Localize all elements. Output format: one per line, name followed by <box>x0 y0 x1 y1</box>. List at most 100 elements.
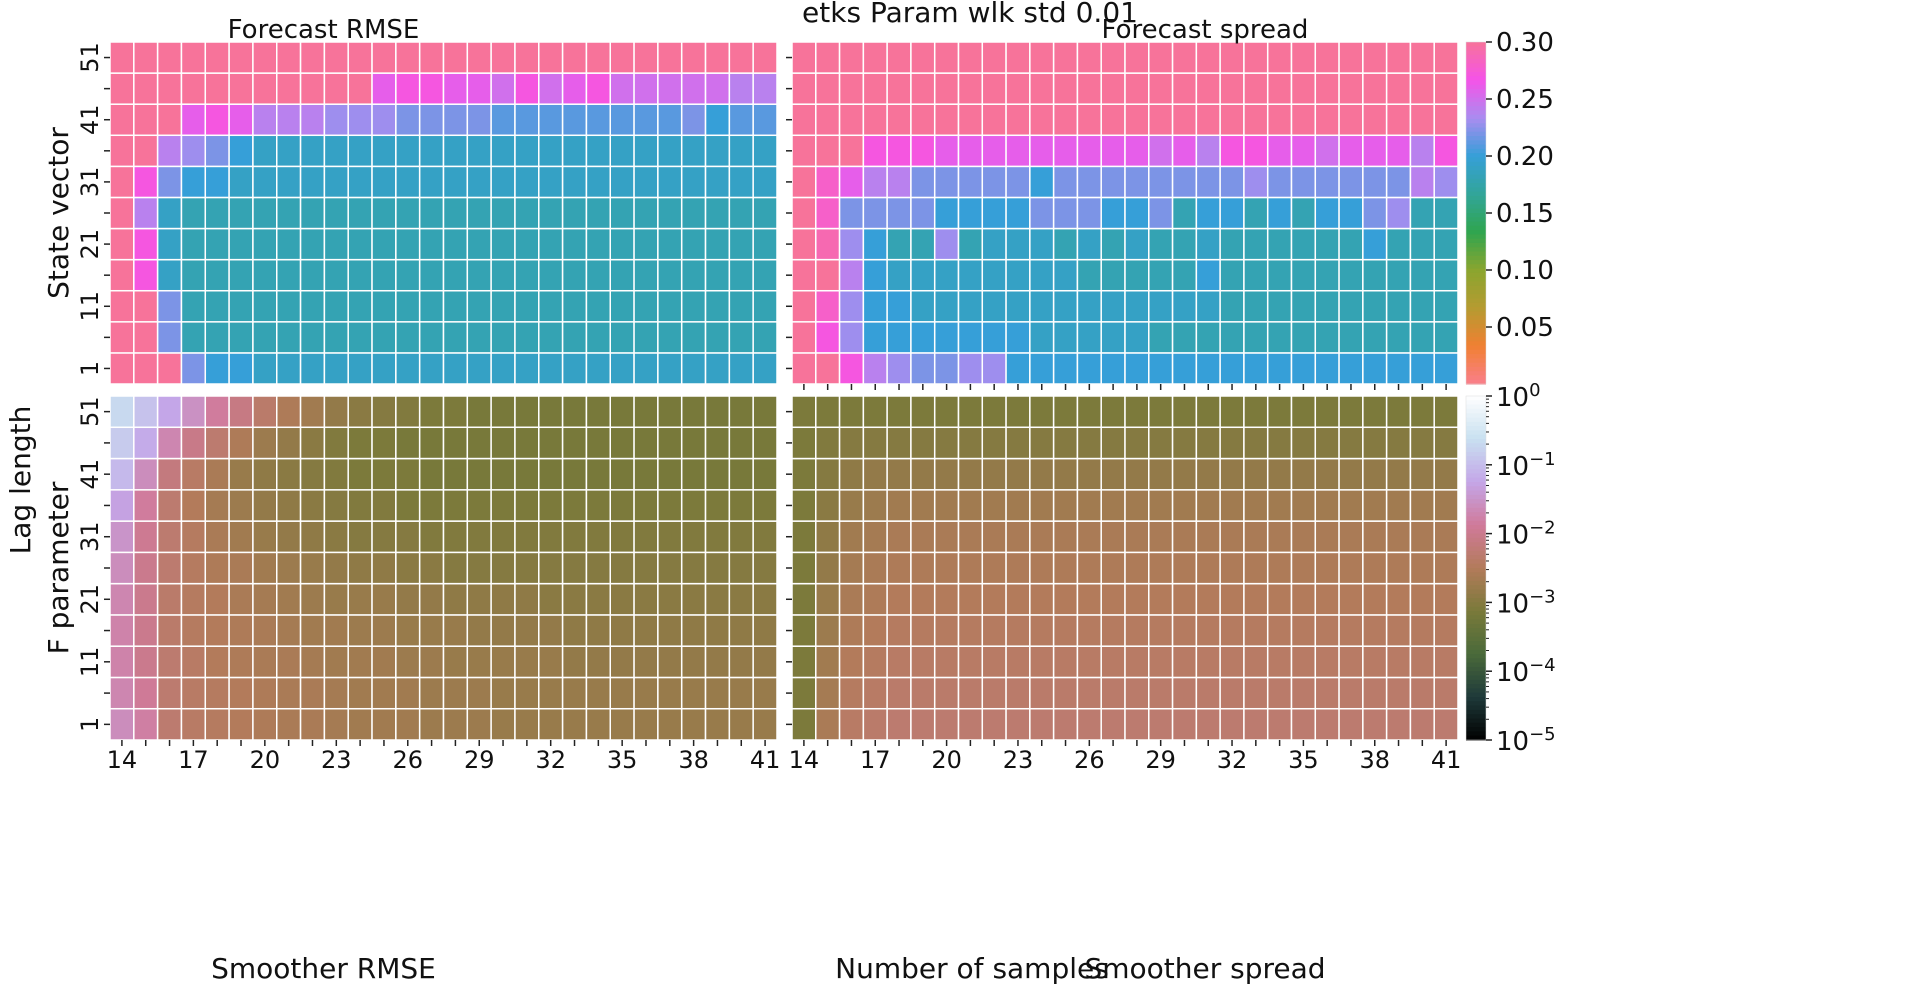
heatmap-cell <box>1409 457 1435 491</box>
heatmap-cell <box>1195 676 1221 710</box>
heatmap-cell <box>418 289 445 323</box>
heatmap-cell <box>609 614 635 647</box>
heatmap-cell <box>1219 457 1245 491</box>
heatmap-cell <box>815 676 841 710</box>
heatmap-cell <box>418 457 445 491</box>
heatmap-cell <box>252 72 278 105</box>
heatmap-cell <box>1243 426 1269 460</box>
heatmap-cell <box>1148 551 1174 585</box>
heatmap-cell <box>514 645 540 679</box>
heatmap-cell <box>838 321 865 354</box>
heatmap-cell <box>1005 103 1031 137</box>
colorbar-segment <box>1466 477 1486 483</box>
heatmap-cell <box>1266 165 1293 199</box>
heatmap-cell <box>1362 676 1388 710</box>
x-tick-label: 38 <box>1359 746 1390 774</box>
heatmap-cell <box>561 103 588 137</box>
heatmap-cell <box>561 676 588 710</box>
heatmap-cell <box>957 457 984 491</box>
heatmap-cell <box>728 457 754 491</box>
heatmap-cell <box>838 196 865 230</box>
heatmap-cell <box>538 645 564 679</box>
heatmap-cell <box>538 321 564 354</box>
heatmap-cell <box>791 614 817 647</box>
heatmap-cell <box>1052 551 1079 585</box>
heatmap-cell <box>633 196 659 230</box>
colorbar-segment <box>1466 542 1486 548</box>
colorbar-segment <box>1466 580 1486 586</box>
heatmap-cell <box>109 551 135 585</box>
heatmap-cell <box>156 582 183 616</box>
colorbar-segment <box>1466 84 1486 90</box>
heatmap-cell <box>910 41 936 74</box>
heatmap-cell <box>299 551 326 585</box>
heatmap-cell <box>886 165 912 199</box>
heatmap-cell <box>514 614 540 647</box>
heatmap-cell <box>910 426 936 460</box>
heatmap-cell <box>1243 489 1269 522</box>
heatmap-cell <box>1385 489 1412 522</box>
heatmap-cell <box>933 676 960 710</box>
heatmap-cell <box>815 165 841 199</box>
heatmap-cell <box>1076 258 1102 292</box>
heatmap-cell <box>1195 227 1221 261</box>
heatmap-cell <box>791 457 817 491</box>
heatmap-cell <box>490 645 516 679</box>
heatmap-cell <box>252 707 278 741</box>
heatmap-cell <box>514 489 540 522</box>
y-tick-label: 11 <box>76 291 104 322</box>
heatmap-cell <box>752 489 778 522</box>
heatmap-cell <box>156 41 183 74</box>
heatmap-cell <box>561 134 588 168</box>
x-tick-label: 41 <box>1431 746 1462 774</box>
heatmap-cell <box>1433 134 1459 168</box>
heatmap-cell <box>1076 352 1102 385</box>
heatmap-cell <box>752 551 778 585</box>
colorbar-segment <box>1466 349 1486 355</box>
x-tick-label: 26 <box>392 746 423 774</box>
heatmap-cell <box>466 134 492 168</box>
heatmap-cell <box>1362 426 1388 460</box>
colorbar-segment <box>1466 507 1486 513</box>
heatmap-cell <box>1148 645 1174 679</box>
heatmap-cell <box>204 395 230 429</box>
heatmap-cell <box>838 551 865 585</box>
heatmap-cell <box>228 426 254 460</box>
heatmap-cell <box>862 289 888 323</box>
heatmap-cell <box>204 41 230 74</box>
heatmap-cell <box>585 707 611 741</box>
heatmap-cell <box>1219 520 1245 554</box>
heatmap-cell <box>466 520 492 554</box>
heatmap-cell <box>838 352 865 385</box>
heatmap-cell <box>561 457 588 491</box>
heatmap-cell <box>180 72 207 105</box>
heatmap-cell <box>156 321 183 354</box>
heatmap-cell <box>371 614 397 647</box>
heatmap-cell <box>442 457 469 491</box>
heatmap-cell <box>442 645 469 679</box>
heatmap-cell <box>1433 196 1459 230</box>
heatmap-cell <box>538 72 564 105</box>
heatmap-cell <box>514 457 540 491</box>
heatmap-cell <box>1314 289 1340 323</box>
colorbar-segment <box>1466 375 1486 381</box>
heatmap-cell <box>910 196 936 230</box>
heatmap-cell <box>657 165 683 199</box>
heatmap-cell <box>1052 426 1079 460</box>
heatmap-cell <box>1266 352 1293 385</box>
heatmap-cell <box>204 103 230 137</box>
heatmap-cell <box>180 676 207 710</box>
heatmap-cell <box>228 289 254 323</box>
colorbar-segment <box>1466 417 1486 423</box>
heatmap-cell <box>1219 103 1245 137</box>
heatmap-cell <box>1124 551 1150 585</box>
heatmap-cell <box>1076 103 1102 137</box>
colorbar-segment <box>1466 727 1486 732</box>
heatmap-cell <box>1029 489 1055 522</box>
heatmap-cell <box>323 352 349 385</box>
heatmap-cell <box>395 41 421 74</box>
heatmap-cell <box>156 426 183 460</box>
heatmap-cell <box>1362 551 1388 585</box>
heatmap-cell <box>1029 321 1055 354</box>
